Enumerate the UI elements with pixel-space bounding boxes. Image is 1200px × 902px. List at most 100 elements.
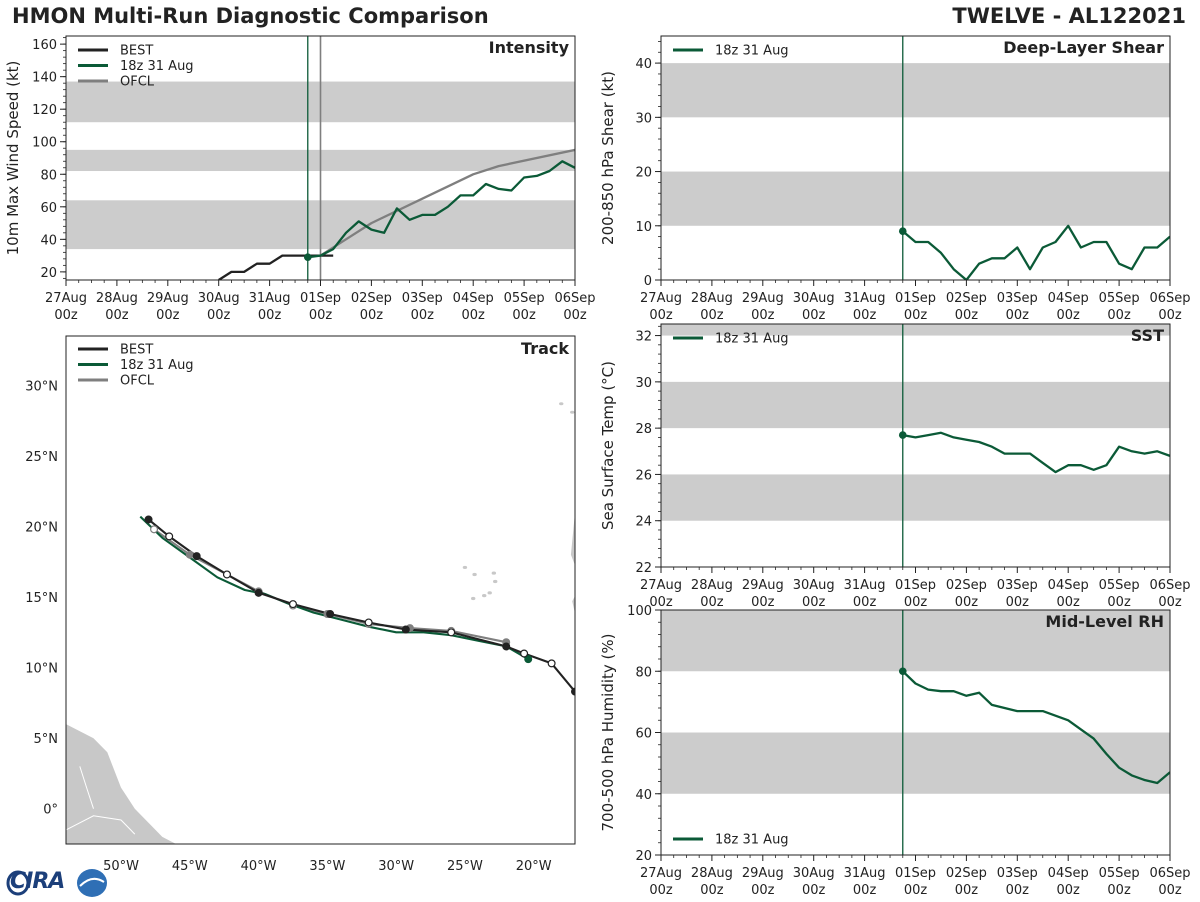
lat-tick-label: 25°N — [25, 450, 58, 465]
y-tick-label: 30 — [635, 111, 652, 126]
legend-label-ofcl: OFCL — [120, 374, 155, 389]
x-tick-label: 01Sep — [895, 866, 936, 881]
lat-tick-label: 15°N — [25, 591, 58, 606]
y-tick-label: 10 — [635, 220, 652, 235]
chart-title: HMON Multi-Run Diagnostic Comparison — [12, 4, 489, 28]
x-tick-label: 05Sep — [1099, 578, 1140, 593]
x-tick-label: 05Sep — [1099, 291, 1140, 306]
x-tick-label: 03Sep — [997, 578, 1038, 593]
x-tick-sublabel: 00z — [751, 883, 775, 898]
x-tick-label: 06Sep — [554, 291, 595, 306]
x-tick-label: 30Aug — [793, 578, 835, 593]
panel-title: Intensity — [489, 38, 570, 57]
x-tick-sublabel: 00z — [955, 308, 979, 323]
init-point — [898, 227, 907, 235]
init-point — [898, 667, 907, 676]
cira-logo: CIRA — [4, 866, 108, 898]
track-point-best — [401, 625, 410, 634]
x-tick-label: 02Sep — [946, 866, 987, 881]
track-frame — [65, 335, 576, 845]
y-tick-label: 100 — [627, 604, 652, 619]
river-line — [66, 815, 136, 835]
y-tick-label: 20 — [40, 266, 57, 281]
y-tick-label: 22 — [635, 561, 652, 576]
x-tick-label: 05Sep — [1099, 866, 1140, 881]
x-tick-label: 27Aug — [640, 578, 682, 593]
x-tick-sublabel: 00z — [853, 308, 877, 323]
y-tick-label: 30 — [635, 376, 652, 391]
x-tick-sublabel: 00z — [1006, 883, 1030, 898]
init-point — [898, 431, 907, 439]
lon-tick-label: 40°W — [241, 859, 277, 874]
series-line-18z-31-aug — [902, 224, 1170, 280]
x-tick-sublabel: 00z — [309, 308, 333, 323]
lat-tick-label: 5°N — [34, 732, 59, 747]
intensity-chart: 20 40 60 80 100 120 140 160 27Aug 00z 28Aug 00z 29Au… — [4, 35, 596, 323]
lon-tick-label: 35°W — [309, 859, 345, 874]
x-tick-sublabel: 00z — [258, 308, 282, 323]
track-point-best — [144, 515, 153, 524]
x-tick-sublabel: 00z — [1107, 883, 1131, 898]
panel-title: SST — [1131, 326, 1164, 345]
x-tick-sublabel: 00z — [1006, 595, 1030, 610]
y-axis-label: 200-850 hPa Shear (kt) — [599, 71, 617, 245]
y-tick-label: 0 — [644, 274, 652, 289]
threshold-band — [661, 63, 1170, 118]
x-tick-label: 29Aug — [147, 291, 189, 306]
lat-tick-label: 20°N — [25, 521, 58, 536]
track-point-best — [326, 609, 335, 618]
x-tick-sublabel: 00z — [853, 595, 877, 610]
cape-verde-island — [472, 572, 477, 577]
series-line-18z-31-aug — [902, 431, 1170, 474]
cira-logo-graphic — [6, 869, 107, 897]
series-line-best — [218, 254, 334, 280]
x-tick-sublabel: 00z — [802, 883, 826, 898]
plot-frame — [65, 35, 576, 281]
x-tick-label: 01Sep — [895, 578, 936, 593]
x-tick-label: 30Aug — [198, 291, 240, 306]
y-axis-label: 10m Max Wind Speed (kt) — [4, 61, 22, 256]
logo-text: CIRA — [10, 869, 65, 894]
canary-island — [580, 408, 584, 411]
x-tick-sublabel: 00z — [904, 883, 928, 898]
x-tick-label: 28Aug — [691, 291, 733, 306]
x-tick-sublabel: 00z — [1057, 595, 1081, 610]
init-point — [303, 253, 312, 262]
y-tick-label: 60 — [40, 201, 57, 216]
x-tick-sublabel: 00z — [802, 595, 826, 610]
x-tick-sublabel: 00z — [1107, 308, 1131, 323]
y-tick-label: 80 — [40, 168, 57, 183]
x-tick-label: 31Aug — [844, 866, 886, 881]
lon-tick-label: 20°W — [516, 859, 552, 874]
x-tick-label: 29Aug — [742, 866, 784, 881]
logo-globe-icon — [77, 869, 107, 897]
x-tick-sublabel: 00z — [700, 883, 724, 898]
y-tick-label: 24 — [635, 515, 652, 530]
track-point-best — [222, 570, 231, 579]
shear-chart: 0 10 20 30 40 27Aug 00z 28Aug 00z 29Aug 00z 30Aug 00… — [599, 35, 1191, 323]
x-tick-label: 27Aug — [640, 866, 682, 881]
x-tick-sublabel: 00z — [563, 308, 587, 323]
threshold-band — [661, 474, 1170, 521]
track-series — [139, 515, 575, 696]
logo-ring-icon — [6, 870, 30, 896]
x-tick-sublabel: 00z — [649, 595, 673, 610]
x-tick-sublabel: 00z — [1057, 308, 1081, 323]
x-tick-sublabel: 00z — [700, 308, 724, 323]
south-america-landmass — [66, 724, 177, 844]
x-tick-sublabel: 00z — [462, 308, 486, 323]
y-tick-label: 20 — [635, 849, 652, 864]
cape-verde-island — [493, 579, 498, 584]
x-tick-label: 01Sep — [300, 291, 341, 306]
canary-island — [592, 412, 596, 415]
lat-tick-label: 10°N — [25, 662, 58, 677]
cape-verde-island — [491, 571, 497, 575]
x-tick-label: 29Aug — [742, 578, 784, 593]
y-tick-label: 26 — [635, 468, 652, 483]
storm-id-title: TWELVE - AL122021 — [952, 4, 1186, 28]
x-tick-label: 02Sep — [946, 578, 987, 593]
x-tick-sublabel: 00z — [105, 308, 129, 323]
legend-label-18z-31-aug: 18z 31 Aug — [715, 332, 789, 347]
x-tick-sublabel: 00z — [1057, 883, 1081, 898]
x-tick-sublabel: 00z — [411, 308, 435, 323]
